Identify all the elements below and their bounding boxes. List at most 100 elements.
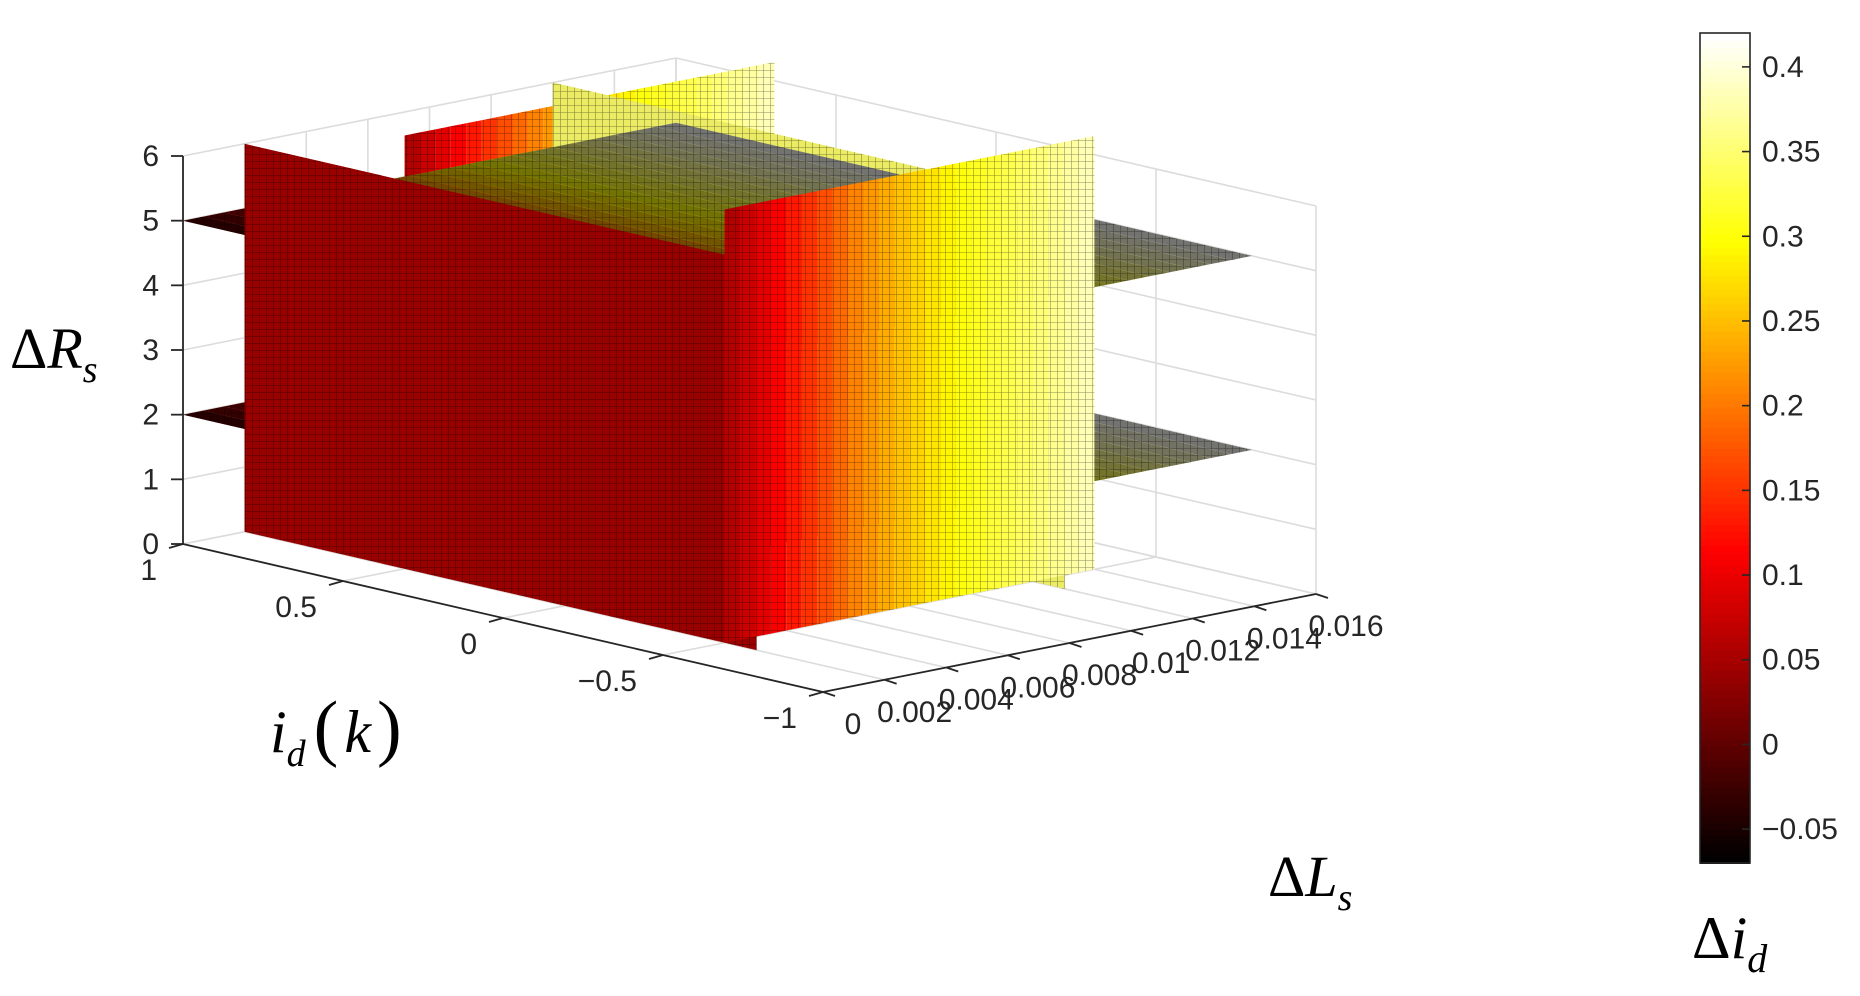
colorbar-band: [1700, 39, 1750, 48]
colorbar-band: [1700, 482, 1750, 491]
y-tick-label: −1: [763, 702, 797, 735]
plane-mesh: [832, 185, 848, 622]
colorbar-band: [1700, 129, 1750, 138]
z-tick-label: 2: [142, 399, 159, 432]
colorbar-band: [1700, 614, 1750, 622]
colorbar-band: [1700, 309, 1750, 318]
y-tick: [648, 654, 664, 660]
y-tick-label: 1: [140, 554, 157, 587]
colorbar-band: [1700, 254, 1750, 263]
z-tick-label: 3: [142, 334, 159, 367]
colorbar-tick-label: 0.1: [1762, 559, 1804, 592]
colorbar-band: [1700, 109, 1750, 117]
colorbar-band: [1700, 717, 1750, 726]
colorbar-band: [1700, 192, 1750, 200]
colorbar-band: [1700, 178, 1750, 187]
plane-mesh: [1017, 148, 1033, 585]
plane-mesh: [986, 154, 1002, 591]
colorbar-band: [1700, 378, 1750, 387]
y-tick: [328, 580, 344, 586]
colorbar-band: [1700, 849, 1750, 858]
colorbar-tick-label: 0.2: [1762, 390, 1804, 423]
y-tick-label: 0.5: [275, 591, 317, 624]
x-tick: [822, 691, 836, 697]
plane-mesh: [924, 166, 941, 603]
plane-mesh: [971, 157, 987, 594]
colorbar-band: [1700, 351, 1750, 360]
colorbar-band: [1700, 344, 1750, 353]
colorbar-band: [1700, 586, 1750, 595]
colorbar-band: [1700, 524, 1750, 532]
colorbar-tick-label: 0.35: [1762, 136, 1820, 169]
colorbar-band: [1700, 81, 1750, 90]
colorbar-band: [1700, 385, 1750, 394]
colorbar-band: [1700, 572, 1750, 581]
colorbar-band: [1700, 766, 1750, 775]
y-axis-label: id(k): [270, 687, 402, 775]
plane-mesh: [801, 191, 818, 628]
colorbar-band: [1700, 295, 1750, 304]
colorbar-frame: [1699, 32, 1751, 864]
colorbar-band: [1700, 641, 1750, 650]
colorbar-band: [1700, 150, 1750, 159]
x-tick: [945, 666, 959, 673]
colorbar-tick-label: 0.3: [1762, 220, 1804, 253]
colorbar-band: [1700, 579, 1750, 588]
grid-line: [182, 57, 677, 157]
y-tick: [808, 691, 824, 697]
colorbar-band: [1700, 731, 1750, 740]
colorbar-band: [1700, 627, 1750, 636]
colorbar-band: [1700, 703, 1750, 712]
z-axis-label: ΔRs: [10, 316, 98, 391]
x-axis-label: ΔLs: [1268, 844, 1352, 919]
colorbar-band: [1700, 676, 1750, 685]
colorbar-band: [1700, 690, 1750, 698]
colorbar-band: [1700, 842, 1750, 851]
colorbar-band: [1700, 247, 1750, 256]
colorbar-band: [1700, 461, 1750, 470]
colorbar-band: [1700, 240, 1750, 249]
plane-mesh: [955, 160, 972, 597]
colorbar-tick-label: 0.05: [1762, 644, 1820, 677]
colorbar-band: [1700, 496, 1750, 505]
z-tick-label: 5: [142, 205, 159, 238]
x-tick-label: 0.016: [1308, 610, 1383, 643]
colorbar-band: [1700, 793, 1750, 802]
colorbar-band: [1700, 268, 1750, 277]
plane-mesh: [1079, 136, 1095, 573]
colorbar-band: [1700, 745, 1750, 754]
colorbar-tick-label: 0: [1762, 728, 1779, 761]
colorbar-band: [1700, 33, 1750, 41]
colorbar-band: [1700, 53, 1750, 62]
plane-mesh: [878, 175, 895, 613]
colorbar-band: [1700, 835, 1750, 844]
plane-mesh: [740, 203, 756, 640]
colorbar-band: [1700, 558, 1750, 567]
colorbar-band: [1700, 607, 1750, 615]
y-plane-front: [724, 136, 1095, 643]
colorbar-band: [1700, 330, 1750, 339]
plane-mesh: [724, 206, 740, 643]
colorbar-band: [1700, 780, 1750, 788]
plane-mesh: [786, 194, 802, 631]
y-tick: [168, 543, 184, 549]
colorbar-band: [1700, 199, 1750, 207]
colorbar-band: [1700, 441, 1750, 449]
colorbar-band: [1700, 503, 1750, 512]
x-tick-label: 0: [845, 708, 862, 741]
colorbar-band: [1700, 489, 1750, 498]
plane-mesh: [894, 172, 910, 610]
colorbar-band: [1700, 634, 1750, 643]
x-tick-label: 0.01: [1132, 647, 1190, 680]
plane-mesh: [1048, 142, 1064, 579]
x-tick: [1192, 617, 1206, 624]
colorbar-label: Δid: [1692, 905, 1768, 981]
colorbar-band: [1700, 102, 1750, 111]
x-tick-label: 0.012: [1185, 635, 1260, 668]
x-plane-left: [244, 143, 757, 651]
colorbar-band: [1700, 136, 1750, 145]
plane-mesh: [863, 178, 879, 616]
plane-mesh: [909, 169, 925, 606]
